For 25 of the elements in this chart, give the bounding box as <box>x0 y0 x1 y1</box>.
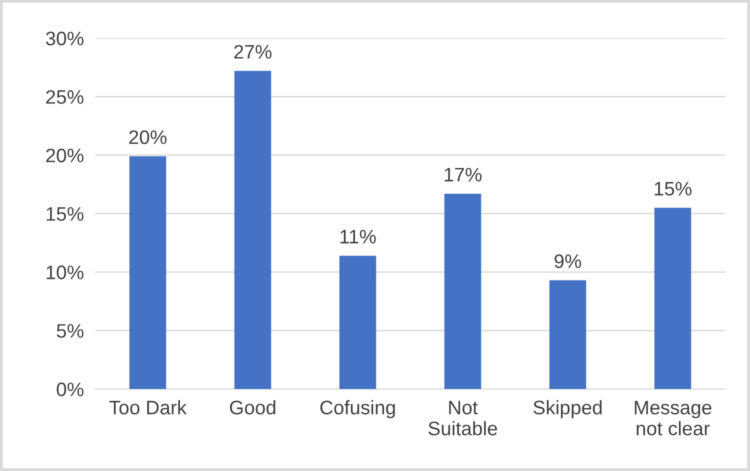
bar <box>444 194 482 390</box>
bar <box>129 156 166 390</box>
bar <box>549 280 586 390</box>
y-tick-label: 30% <box>46 32 84 46</box>
bar <box>654 208 692 390</box>
data-label: 17% <box>444 168 482 182</box>
bar <box>234 70 272 390</box>
data-label: 20% <box>129 130 167 144</box>
x-tick-label: Good <box>230 400 276 414</box>
data-label: 15% <box>654 182 692 196</box>
y-tick-label: 25% <box>46 90 84 104</box>
y-tick-label: 0% <box>56 382 84 396</box>
y-tick-label: 20% <box>46 148 84 162</box>
x-tick-label: Too Dark <box>109 400 187 414</box>
x-tick-label: Skipped <box>534 400 602 418</box>
x-tick-label: Message not clear <box>634 400 712 436</box>
bar <box>339 256 376 390</box>
y-tick-label: 10% <box>46 266 84 280</box>
data-label: 9% <box>554 254 582 268</box>
data-label: 11% <box>340 230 376 244</box>
y-tick-label: 15% <box>46 207 84 221</box>
y-tick-label: 5% <box>56 324 84 338</box>
x-tick-label: Cofusing <box>320 400 395 418</box>
data-label: 27% <box>234 44 272 59</box>
x-tick-label: Not Suitable <box>428 400 498 436</box>
